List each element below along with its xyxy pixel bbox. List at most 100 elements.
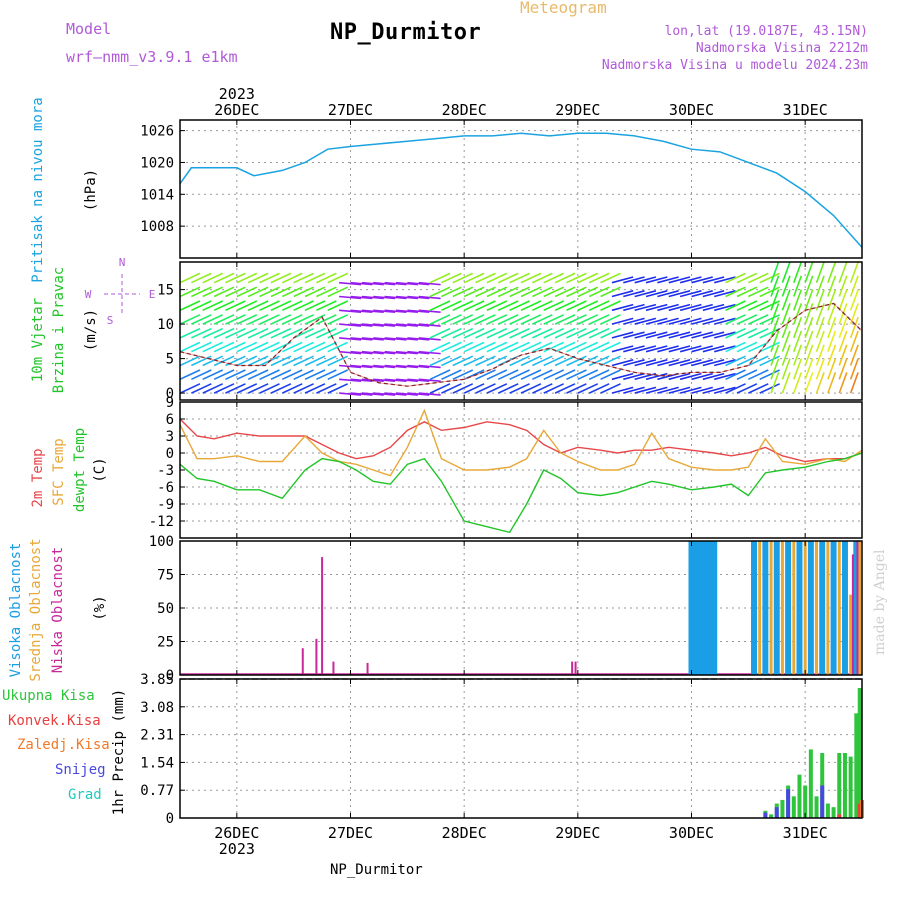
wind-barb <box>293 327 314 339</box>
wind-barb <box>566 272 587 284</box>
wind-barb <box>657 290 679 298</box>
wind-barb <box>849 262 859 283</box>
bottom-day-label: 31DEC <box>783 824 828 842</box>
wind-barb <box>304 314 326 325</box>
wind-barb <box>849 358 859 380</box>
wind-barb <box>429 355 451 367</box>
temp-sfc-axis-label: SFC Temp <box>51 438 67 505</box>
mid-cloud-bar <box>780 541 784 675</box>
wind-barb <box>566 314 587 325</box>
wind-barb <box>645 290 668 298</box>
wind-barb <box>339 364 362 369</box>
wind-barb <box>781 358 791 380</box>
wind-barb <box>781 330 791 352</box>
wind-barb <box>668 276 691 284</box>
wind-barb <box>497 341 519 353</box>
y-tick-label: 0 <box>166 668 174 684</box>
wind-barb <box>759 272 780 284</box>
wind-barb <box>838 358 848 380</box>
wind-barb <box>815 344 825 366</box>
y-tick-label: -12 <box>149 514 174 530</box>
wind-barb <box>281 286 303 298</box>
wind-barb <box>691 372 713 381</box>
wind-barb <box>463 272 485 284</box>
wind-barb <box>418 323 441 327</box>
top-day-label: 28DEC <box>442 101 487 119</box>
credit-watermark: made by Angel <box>872 549 888 656</box>
low-cloud-bar <box>301 648 304 675</box>
cloud-unit-label: (%) <box>92 595 108 620</box>
low-cloud-bar <box>315 638 318 675</box>
wind-barb <box>623 372 645 381</box>
snow-bar <box>786 789 791 818</box>
wind-barb <box>497 272 519 284</box>
wind-barb <box>339 323 362 327</box>
wind-barb <box>827 316 837 339</box>
wind-barb <box>634 331 657 339</box>
wind-barb <box>191 300 212 312</box>
wind-barb <box>509 369 530 381</box>
wind-barb <box>384 337 407 341</box>
wind-barb <box>180 272 201 284</box>
wind-barb <box>259 286 280 298</box>
wind-barb <box>361 350 384 355</box>
wind-barb <box>213 272 235 284</box>
wind-barb <box>815 262 825 283</box>
wind-barb <box>350 337 373 341</box>
wind-barb <box>180 286 201 298</box>
wind-barb <box>452 327 474 339</box>
wind-barb <box>577 383 599 394</box>
wind-barb <box>225 383 246 394</box>
low-cloud-bar <box>321 557 324 675</box>
low-cloud-bar <box>574 661 577 675</box>
wind-barbs <box>180 262 862 396</box>
wind-barb <box>554 272 576 284</box>
wind-barb <box>429 286 451 298</box>
high-cloud-bar <box>841 541 848 675</box>
wind-barb <box>554 286 576 298</box>
wind-barb <box>429 314 451 325</box>
wind-barb <box>804 275 814 297</box>
wind-barb <box>327 272 349 284</box>
wind-barb <box>441 272 462 284</box>
wind-barb <box>804 372 814 394</box>
y-tick-label: 1026 <box>140 124 174 140</box>
wind-barb <box>747 383 769 394</box>
total-precip-bar <box>842 753 847 818</box>
bottom-day-label: 30DEC <box>669 824 714 842</box>
wind-barb <box>191 369 212 381</box>
wind-barb <box>634 386 657 394</box>
bottom-day-label: 29DEC <box>555 824 600 842</box>
precip-legend-label: Ukupna Kisa <box>2 688 95 704</box>
wind-barb <box>293 314 314 325</box>
wind-barb <box>532 300 553 312</box>
wind-barb <box>577 272 599 284</box>
wind-barb <box>225 369 246 381</box>
precip-legend-label: Snijeg <box>55 762 106 778</box>
mid-cloud-bar <box>769 541 773 675</box>
wind-barb <box>180 341 201 353</box>
temp-2m-line <box>179 418 863 463</box>
wind-unit-label: (m/s) <box>83 309 99 351</box>
wind-barb <box>373 337 396 341</box>
wind-barb <box>770 344 780 366</box>
wind-barb <box>827 330 837 352</box>
wind-barb <box>463 327 485 339</box>
wind-barb <box>668 372 691 381</box>
wind-barb <box>804 289 814 311</box>
wind-barb <box>270 286 292 298</box>
wind-barb <box>395 337 418 341</box>
wind-barb <box>259 341 280 353</box>
wind-barb <box>270 369 292 381</box>
wind-barb <box>520 286 542 298</box>
precip-legend-label: Zaledj.Kisa <box>17 737 110 753</box>
wind-barb <box>657 303 679 312</box>
wind-barb <box>452 369 474 381</box>
wind-barb <box>486 327 508 339</box>
wind-barb <box>475 272 496 284</box>
wind-barb <box>225 327 246 339</box>
y-tick-label: 5 <box>166 352 174 368</box>
wind-barb <box>759 300 780 312</box>
wind-barb <box>293 355 314 367</box>
wind-barb <box>566 341 587 353</box>
